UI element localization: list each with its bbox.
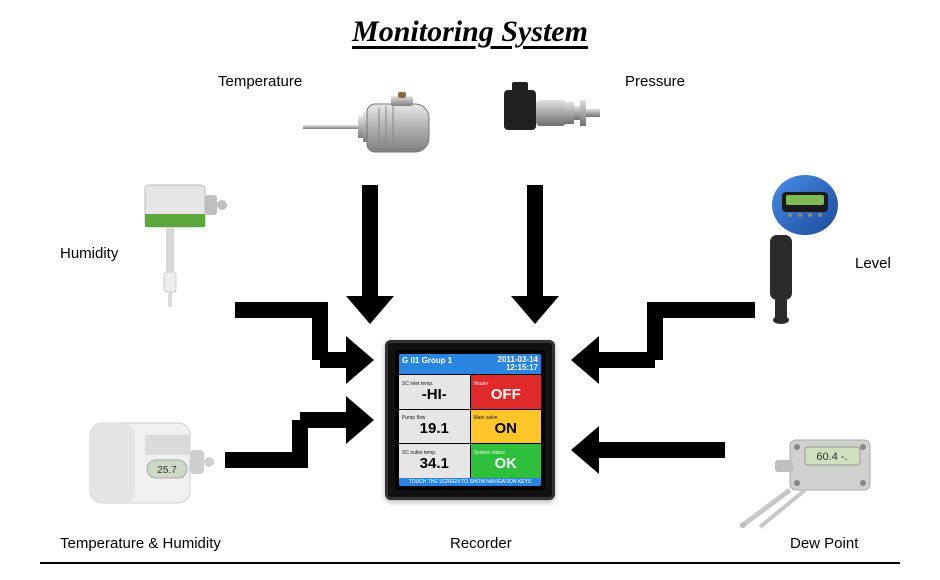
label-humidity: Humidity: [60, 245, 118, 262]
recorder-cell: System statusOK: [471, 444, 542, 478]
label-pressure: Pressure: [625, 73, 685, 90]
recorder-screen: G 01 Group 1 2011-03-14 12:15:17 SC inle…: [395, 350, 545, 490]
pressure-sensor: [502, 82, 602, 167]
recorder-cell: SC outlet temp.34.1: [399, 444, 470, 478]
recorder-header: G 01 Group 1 2011-03-14 12:15:17: [399, 354, 541, 374]
recorder-cell: Pump flow19.1: [399, 410, 470, 444]
label-temperature: Temperature: [218, 73, 302, 90]
recorder-header-left: G 01 Group 1: [402, 356, 452, 372]
label-recorder: Recorder: [450, 535, 512, 552]
level-sensor: [760, 170, 840, 345]
temp-humidity-sensor: 25.7: [85, 415, 215, 515]
recorder-grid: SC inlet temp.-HI-HeaterOFFPump flow19.1…: [399, 375, 541, 478]
temperature-sensor: [303, 92, 433, 172]
recorder-device: G 01 Group 1 2011-03-14 12:15:17 SC inle…: [385, 340, 555, 500]
bottom-rule: [40, 562, 900, 564]
recorder-cell: HeaterOFF: [471, 375, 542, 409]
page-title: Monitoring System: [0, 0, 940, 49]
dew-point-sensor: 60.4 -.: [735, 435, 885, 535]
recorder-footer: TOUCH THE SCREEN TO SHOW NAVIGATION KEYS: [399, 478, 541, 486]
label-dew-point: Dew Point: [790, 535, 858, 552]
recorder-cell: Main valveON: [471, 410, 542, 444]
label-level: Level: [855, 255, 891, 272]
label-temp-humidity: Temperature & Humidity: [60, 535, 221, 552]
recorder-time: 12:15:17: [506, 363, 538, 372]
recorder-cell: SC inlet temp.-HI-: [399, 375, 470, 409]
humidity-sensor: [140, 180, 230, 315]
dew-display-text: 60.4 -.: [816, 451, 847, 463]
th-display-text: 25.7: [157, 465, 177, 476]
